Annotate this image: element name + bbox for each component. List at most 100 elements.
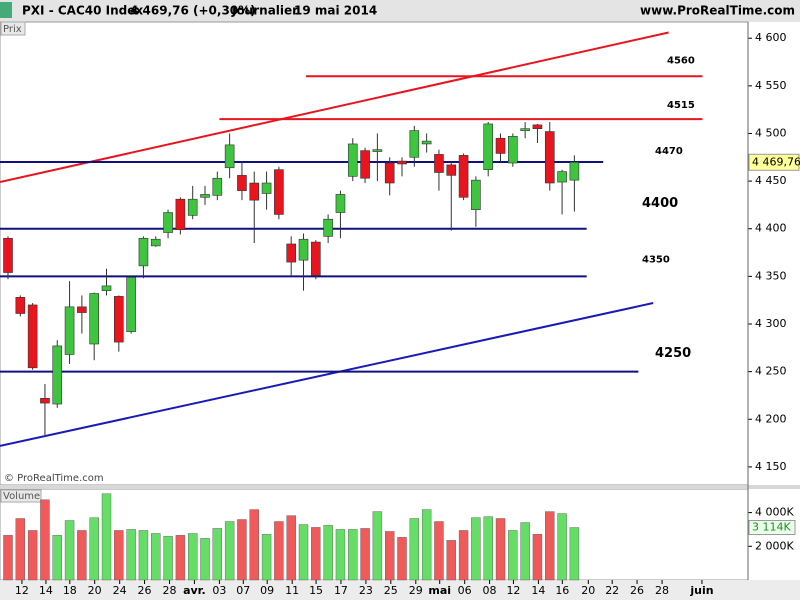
separator [0, 485, 800, 489]
y-tick-label: 4 300 [755, 317, 787, 330]
trendline [0, 302, 654, 447]
candle-body [126, 277, 136, 332]
panel-label: Volume [3, 491, 40, 502]
candle-body [175, 198, 186, 230]
price-panel [0, 21, 749, 486]
candle-body [508, 136, 518, 164]
candle-body [409, 130, 420, 158]
volume-bar [311, 527, 321, 581]
x-tick-label: 20 [88, 584, 102, 597]
volume-bar [64, 520, 75, 581]
candle-body [323, 218, 333, 237]
candle-body [335, 194, 346, 213]
candle-body [187, 198, 198, 216]
candle-body [569, 161, 580, 181]
x-tick-label: juin [689, 584, 713, 597]
volume-bar [458, 530, 469, 581]
candle-body [557, 171, 567, 183]
x-tick-label: 25 [384, 584, 398, 597]
volume-bar [274, 521, 284, 581]
label-box [0, 21, 26, 36]
x-tick-label: mai [428, 584, 451, 597]
y-tick-label: 4 450 [755, 174, 787, 187]
candle-body [347, 143, 358, 177]
x-tick-label: 09 [260, 584, 274, 597]
volume-bar [446, 540, 456, 581]
candle-body [384, 162, 395, 184]
candle-body [520, 128, 530, 131]
candle-body [89, 293, 99, 345]
volume-bar [15, 518, 26, 581]
icon [0, 2, 12, 18]
volume-bar [249, 509, 259, 581]
candle-body [163, 212, 173, 233]
volume-bar [335, 529, 346, 581]
y-tick-label: 4 600 [755, 31, 787, 44]
candle-body [64, 306, 75, 355]
x-tick-label: 24 [113, 584, 127, 597]
x-tick-label: avr. [183, 584, 206, 597]
candle-body [372, 149, 383, 152]
candle-body [286, 243, 296, 263]
candle-body [249, 182, 260, 201]
candle-body [471, 179, 481, 210]
level-label: 4400 [642, 196, 678, 211]
site: www.ProRealTime.com [640, 4, 795, 18]
candle-body [40, 398, 50, 404]
x-tick-label: 28 [655, 584, 669, 597]
volume-bar [175, 535, 186, 581]
volume-bar [434, 521, 444, 581]
volume-bar [27, 530, 38, 581]
y-tick-label: 4 500 [755, 126, 787, 139]
candle-body [421, 140, 432, 145]
y-tick-label: 4 350 [755, 269, 787, 282]
x-tick-label: 03 [212, 584, 226, 597]
volume-bar [409, 518, 420, 581]
trendline [0, 31, 669, 184]
candle-body [150, 238, 161, 247]
y-tick-label: 4 000K [755, 506, 794, 519]
y-tick-label: 4 200 [755, 412, 787, 425]
date: 19 mai 2014 [294, 4, 377, 18]
x-tick-label: 26 [138, 584, 152, 597]
volume-bar [508, 530, 518, 581]
x-tick-label: 08 [483, 584, 497, 597]
panel-label: Prix [3, 24, 22, 35]
volume-bar [532, 534, 543, 581]
x-tick-label: 12 [15, 584, 29, 597]
header-bar [0, 0, 800, 22]
x-tick-label: 28 [163, 584, 177, 597]
volume-bar [557, 513, 567, 581]
volume-bar [348, 529, 358, 581]
x-axis-bar [0, 580, 800, 600]
level-label: 4515 [667, 100, 695, 111]
candle-body [101, 285, 112, 291]
volume-bar [151, 533, 161, 581]
x-tick-label: 07 [236, 584, 250, 597]
candle-body [274, 169, 284, 215]
x-tick-label: 18 [63, 584, 77, 597]
x-tick-label: 16 [555, 584, 569, 597]
volume-bar [126, 529, 136, 581]
candle-body [200, 194, 210, 198]
candle-body [544, 131, 555, 184]
volume-bar [421, 509, 432, 581]
level-label: 4560 [667, 55, 695, 66]
watermark: © ProRealTime.com [4, 473, 104, 484]
candle-body [483, 123, 494, 170]
candle-body [224, 144, 235, 169]
candle-body [446, 164, 457, 176]
volume-tag-label: 3 114K [752, 521, 791, 534]
volume-bar [138, 530, 149, 581]
volume-bar [89, 517, 99, 581]
x-tick-label: 17 [334, 584, 348, 597]
volume-bar [200, 538, 210, 581]
x-tick-label: 14 [39, 584, 53, 597]
candle-body [360, 150, 370, 179]
x-tick-label: 23 [359, 584, 373, 597]
candle-body [458, 155, 469, 198]
x-tick-label: 26 [630, 584, 644, 597]
period: Journalier [231, 4, 298, 18]
y-tick-label: 4 550 [755, 79, 787, 92]
